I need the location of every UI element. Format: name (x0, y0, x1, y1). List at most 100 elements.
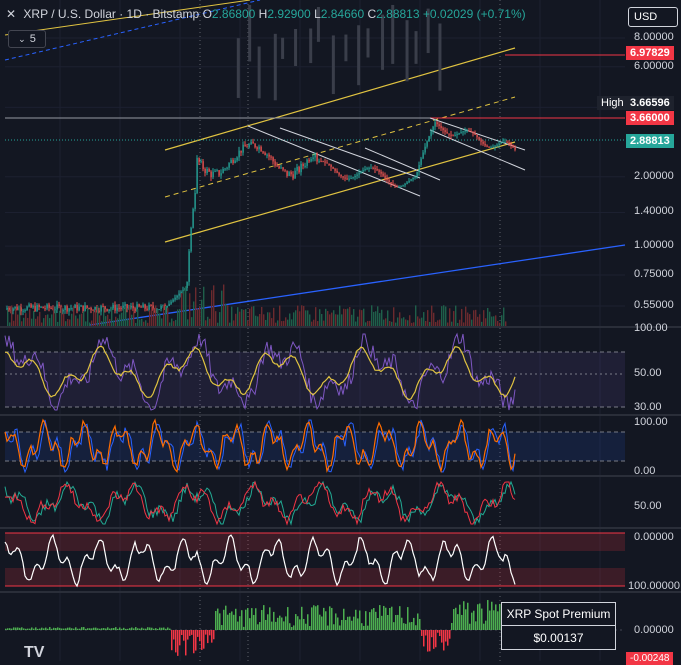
premium-bar (233, 614, 235, 630)
premium-bar (403, 623, 405, 630)
premium-bar (97, 628, 99, 630)
premium-bar (181, 630, 183, 636)
premium-bar (147, 627, 149, 630)
indicator-collapse-button[interactable]: ⌄ 5 (8, 30, 46, 48)
oscillator-pane (4, 532, 625, 588)
candle-body (198, 157, 200, 163)
volume-bar (129, 305, 131, 326)
candle-body (24, 310, 26, 312)
candle-body (470, 130, 472, 132)
premium-bar (217, 608, 219, 630)
premium-bar (483, 623, 485, 630)
candle-body (466, 130, 468, 132)
volume-bar (421, 317, 423, 326)
volume-bar (469, 314, 471, 326)
candle-body (392, 183, 394, 186)
volume-bar (249, 308, 251, 326)
candle-body (134, 308, 136, 312)
premium-bar (477, 604, 479, 630)
open-label: O (202, 7, 212, 21)
candle-body (66, 306, 68, 312)
candle-body (512, 145, 514, 148)
candle-body (310, 159, 312, 162)
volume-bar (357, 316, 359, 326)
premium-bar (187, 630, 189, 640)
currency-selector[interactable]: USD (628, 7, 678, 27)
premium-bar (313, 605, 315, 630)
premium-bar (145, 628, 147, 630)
volume-bar (423, 312, 425, 326)
candle-body (510, 143, 512, 146)
premium-bar (369, 612, 371, 630)
candle-body (40, 306, 42, 308)
volume-bar (437, 320, 439, 326)
premium-bar (377, 618, 379, 630)
candle-body (264, 152, 266, 155)
candle-body (8, 307, 10, 310)
volume-bar (161, 318, 163, 326)
premium-bar (111, 628, 113, 630)
premium-bar (199, 630, 201, 642)
premium-bar (413, 617, 415, 630)
volume-bar (179, 308, 181, 326)
volume-bar (363, 308, 365, 326)
high-price-badge: 3.66596 (626, 96, 674, 110)
volume-bar (229, 322, 231, 326)
candle-body (314, 153, 316, 158)
volume-bar (121, 312, 123, 326)
premium-bar (307, 614, 309, 630)
volume-bar (475, 309, 477, 326)
close-icon[interactable]: ✕ (6, 7, 17, 21)
candle-body (36, 305, 38, 312)
premium-bar (195, 630, 197, 651)
premium-bar (35, 627, 37, 630)
volume-bar (473, 310, 475, 326)
volume-bar (103, 307, 105, 326)
candle-body (318, 161, 320, 163)
premium-bar (75, 627, 77, 630)
volume-bar (7, 309, 9, 326)
volume-bar (339, 305, 341, 326)
volume-bar (255, 315, 257, 326)
candle-body (360, 171, 362, 174)
volume-bar (499, 322, 501, 326)
volume-bar (133, 311, 135, 326)
candle-body (108, 309, 110, 311)
candle-body (480, 139, 482, 142)
candle-body (146, 308, 148, 310)
premium-bar (407, 607, 409, 630)
candle-body (374, 168, 376, 170)
volume-bar (247, 320, 249, 326)
premium-bar (215, 610, 217, 630)
volume-bar (19, 305, 21, 326)
volume-bar (27, 317, 29, 326)
volume-bar (47, 314, 49, 326)
desc-channel-a-lower (279, 127, 421, 179)
candle-body (366, 168, 368, 170)
premium-bar (95, 627, 97, 630)
premium-bar (399, 606, 401, 630)
candle-body (294, 170, 296, 179)
volume-bar (187, 319, 189, 326)
candle-body (334, 168, 336, 171)
volume-bar (471, 319, 473, 326)
premium-bar (83, 627, 85, 630)
volume-bar (237, 307, 239, 326)
premium-bar (453, 609, 455, 630)
volume-bar (465, 306, 467, 326)
candle-body (450, 134, 452, 136)
premium-bar (425, 630, 427, 636)
premium-bar (13, 627, 15, 630)
volume-bar (267, 312, 269, 326)
volume-bar (319, 309, 321, 326)
candle-body (308, 159, 310, 162)
channel-mid (164, 96, 516, 198)
candle-body (496, 144, 498, 146)
price-axis-tick: 2.00000 (634, 169, 674, 182)
premium-bar (57, 627, 59, 630)
candle-body (292, 174, 294, 179)
volume-bar (149, 310, 151, 326)
premium-bar (423, 630, 425, 647)
volume-bar (35, 318, 37, 326)
